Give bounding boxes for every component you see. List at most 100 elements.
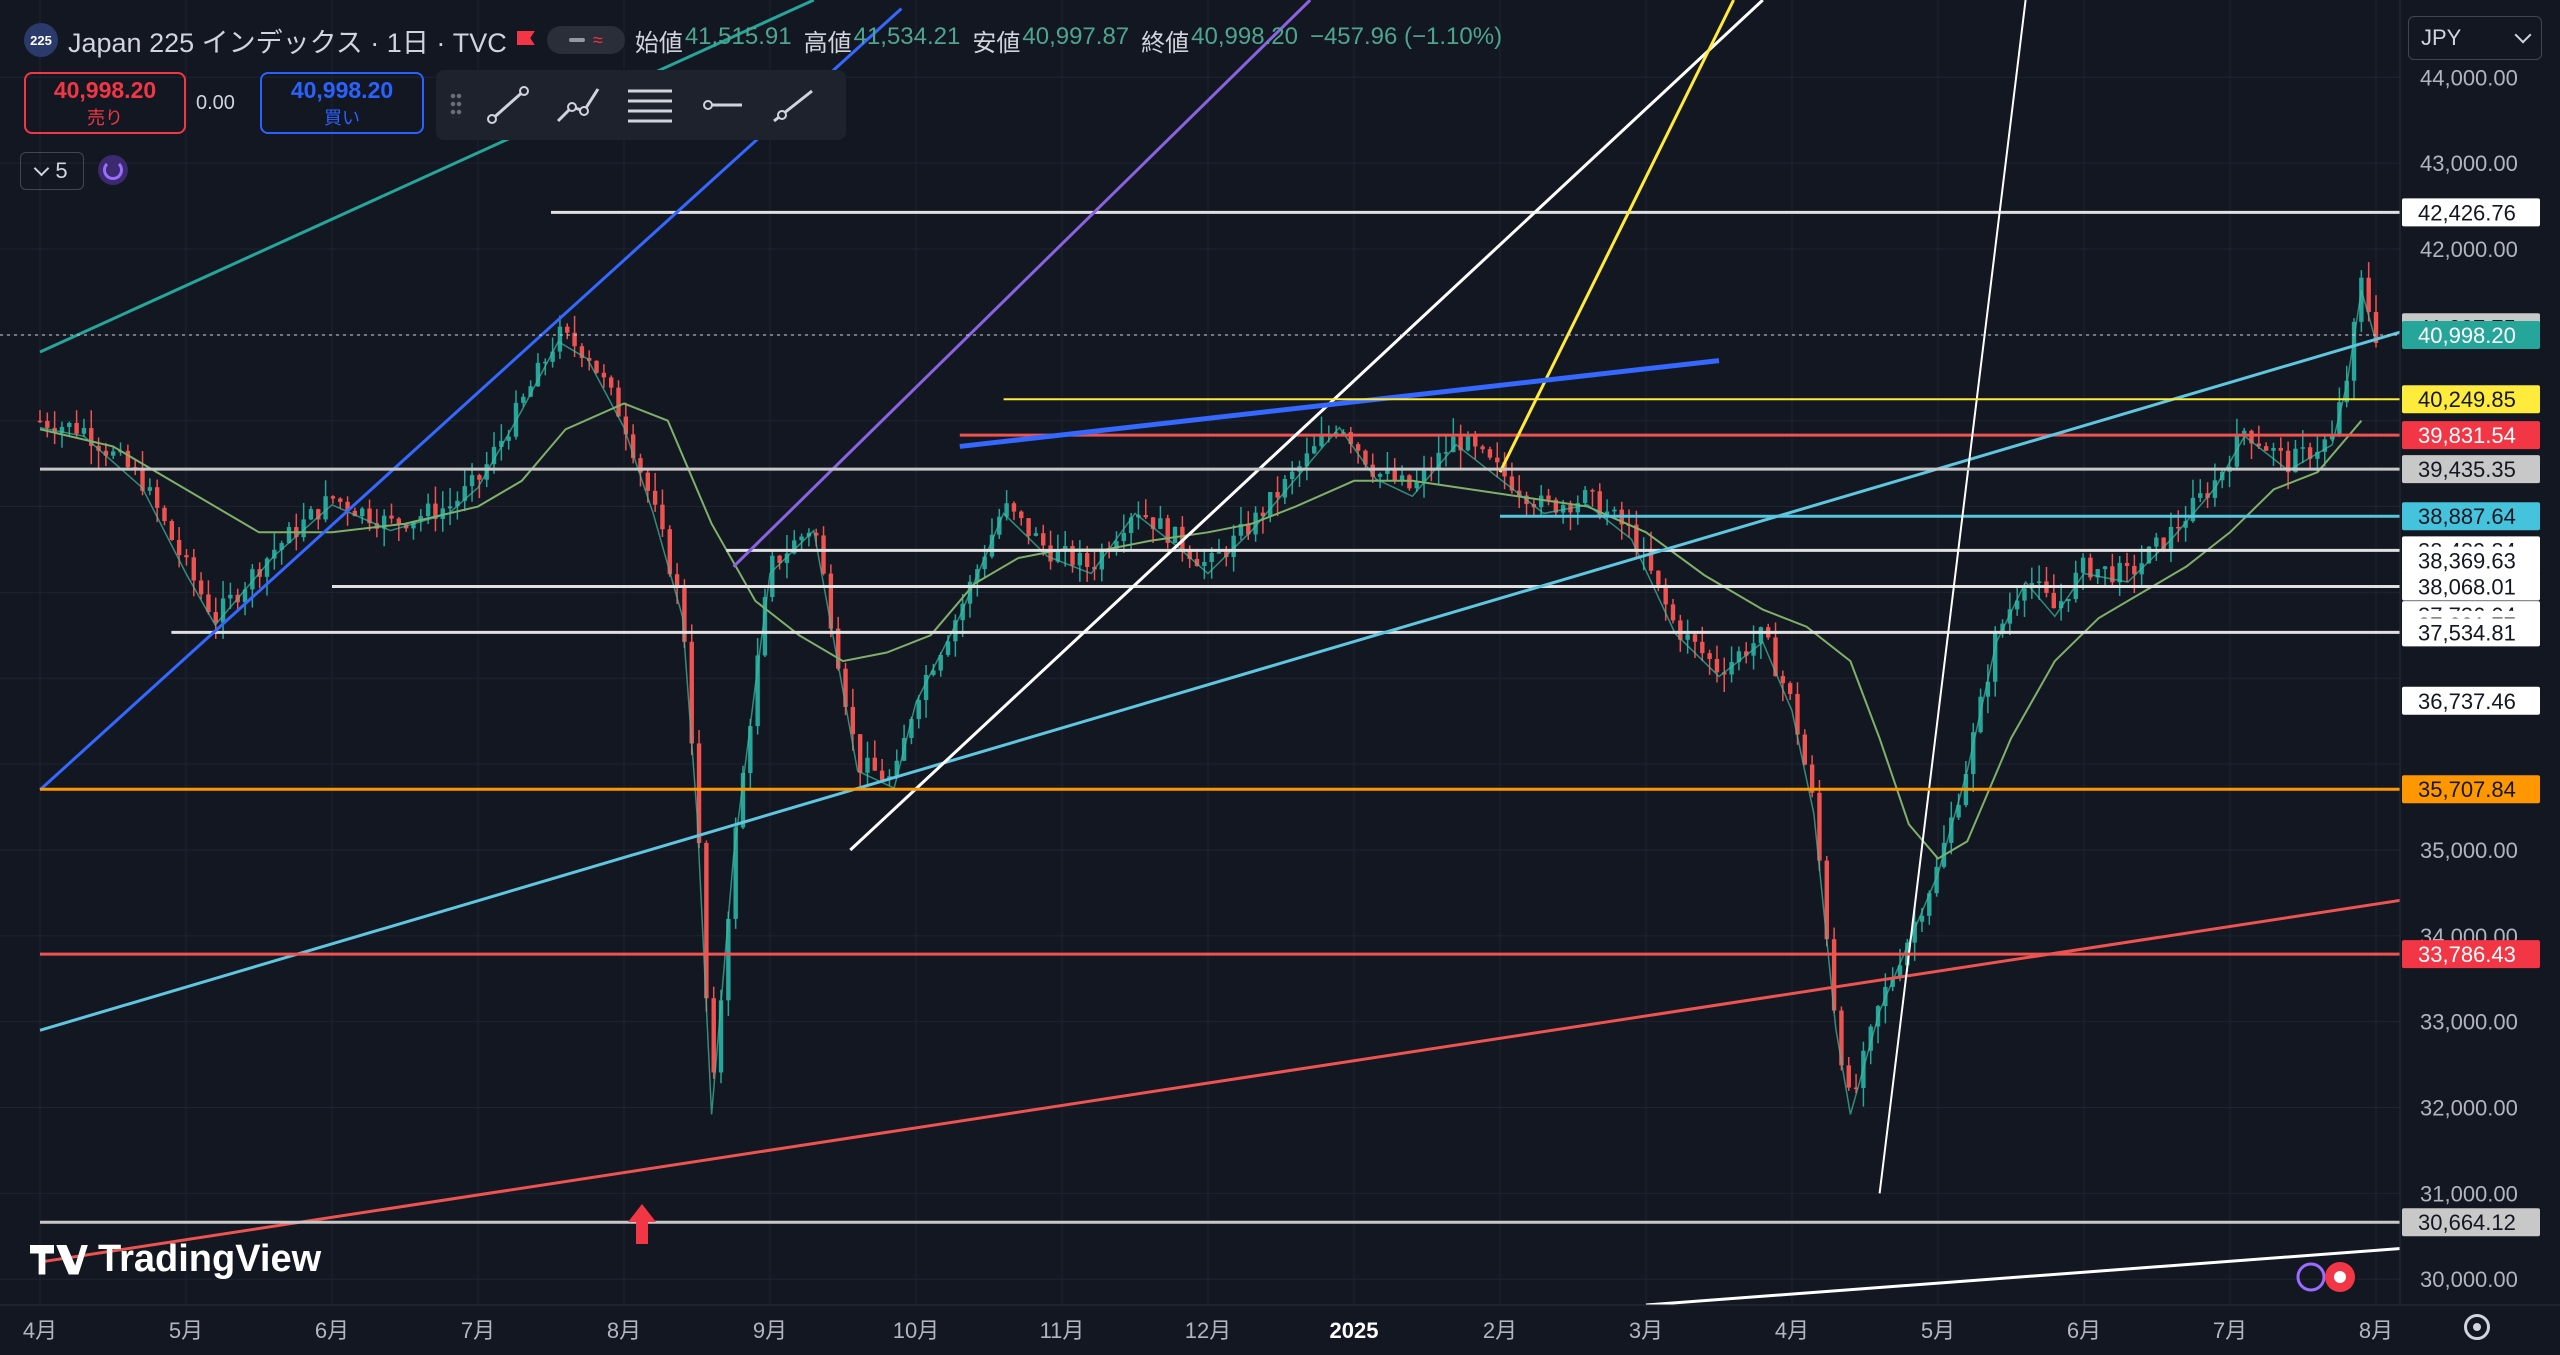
candle-body [37, 420, 43, 423]
candle-body [2066, 599, 2071, 602]
candle-body [250, 569, 255, 590]
candle-body [1465, 436, 1471, 451]
moving-average-line [39, 402, 2363, 860]
horizontal-ray-tool-icon[interactable] [698, 83, 746, 127]
price-label: 37,534.81 [2418, 620, 2516, 645]
visibility-toggle[interactable]: ≈ [546, 26, 625, 54]
y-tick-label: 33,000.00 [2420, 1010, 2518, 1035]
symbol-title[interactable]: Japan 225 インデックス · 1日 · TVC [68, 27, 507, 58]
replay-icon[interactable] [2294, 1260, 2360, 1294]
candle-body [2095, 569, 2100, 578]
indicators-toggle[interactable]: 5 [20, 152, 84, 190]
candle-body [1787, 683, 1793, 694]
candle-body [2241, 430, 2247, 434]
candle-body [748, 726, 753, 774]
candle-body [2263, 446, 2269, 451]
fib-retracement-tool-icon[interactable] [624, 83, 676, 127]
candle-body [1802, 734, 1808, 765]
ray-tool-icon[interactable] [768, 83, 816, 127]
candle-body [1026, 518, 1031, 536]
candle-body [1993, 633, 1998, 682]
candle-body [2293, 448, 2298, 473]
candle-body [572, 332, 577, 347]
candle-body [1831, 939, 1837, 1011]
candle-body [2168, 526, 2174, 549]
candle-body [2132, 565, 2137, 575]
candle-body [2205, 493, 2210, 498]
ohlc-values: 始値 41,515.91 高値 41,534.21 安値 40,997.87 終値 40,99… [635, 23, 1512, 58]
candle-body [674, 574, 680, 586]
candle-body [2322, 439, 2327, 452]
candle-body [1590, 490, 1595, 492]
candle-body [2329, 434, 2335, 440]
candle-body [733, 827, 738, 919]
chevron-down-icon [34, 160, 50, 176]
price-label-box [2402, 421, 2540, 450]
trendline [1498, 0, 1735, 473]
price-label-box [2402, 1208, 2540, 1237]
candle-body [579, 346, 585, 358]
candle-body [792, 540, 797, 554]
price-label: 30,664.12 [2418, 1210, 2516, 1235]
candle-body [184, 555, 189, 558]
candle-body [843, 668, 848, 707]
candle-body [2351, 321, 2357, 381]
candle-body [2285, 450, 2291, 473]
candle-body [279, 543, 284, 550]
candle-body [2058, 601, 2064, 609]
candle-body [1275, 491, 1280, 498]
candle-body [543, 361, 548, 364]
candle-body [1560, 505, 1566, 513]
candle-body [1868, 1026, 1873, 1051]
candle-body [425, 503, 431, 517]
candle-body [1348, 432, 1353, 445]
candle-body [2315, 451, 2320, 459]
candle-body [1582, 490, 1588, 504]
price-label: 38,068.01 [2418, 575, 2516, 600]
candle-body [1033, 533, 1039, 536]
candle-body [1722, 672, 1727, 675]
candle-body [2271, 447, 2276, 451]
candle-body [1114, 541, 1119, 552]
sell-button[interactable]: 40,998.20 売り [24, 72, 186, 134]
trendline-tool-icon[interactable] [484, 83, 532, 127]
candle-body [1260, 512, 1266, 517]
candle-body [652, 490, 658, 505]
candle-body [1290, 471, 1295, 479]
candle-body [1311, 446, 1317, 454]
candle-body [2007, 609, 2013, 624]
x-tick-label: 6月 [315, 1318, 349, 1343]
candle-body [821, 535, 826, 574]
buy-button[interactable]: 40,998.20 買い [260, 72, 424, 134]
trendline [1645, 1243, 2450, 1307]
candle-body [997, 516, 1002, 535]
candle-body [2300, 447, 2305, 449]
candle-body [74, 422, 79, 434]
gear-icon[interactable] [2464, 1314, 2490, 1340]
candle-body [740, 773, 746, 828]
candle-body [198, 580, 204, 595]
candle-body [367, 508, 372, 524]
price-label-box [2402, 198, 2540, 227]
candle-body [1165, 518, 1170, 543]
symbol-badge-icon[interactable]: 225 [24, 23, 58, 57]
flag-icon[interactable] [517, 29, 537, 51]
drag-handle-icon[interactable] [450, 92, 462, 118]
candle-body [2183, 521, 2188, 528]
change-value: −457.96 (−1.10%) [1309, 22, 1503, 50]
price-label-box [2402, 686, 2540, 715]
candle-body [2278, 447, 2284, 451]
candle-body [440, 508, 445, 519]
candle-body [389, 515, 394, 519]
currency-selector[interactable]: JPY [2408, 16, 2542, 60]
path-tool-icon[interactable] [554, 83, 602, 127]
candle-body [381, 515, 387, 529]
x-tick-label: 8月 [2359, 1318, 2393, 1343]
candle-body [953, 620, 958, 642]
sync-icon[interactable] [98, 155, 128, 185]
wave-icon: ≈ [592, 29, 603, 50]
price-label: 33,786.43 [2418, 942, 2516, 967]
trendline [849, 0, 1764, 852]
candle-body [1670, 604, 1676, 621]
